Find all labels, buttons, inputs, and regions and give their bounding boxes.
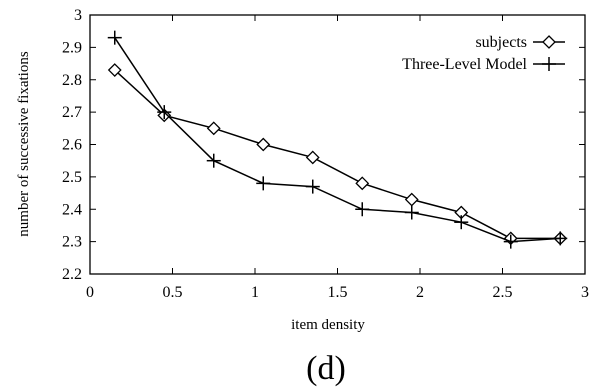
- legend-marker-subjects: [542, 35, 556, 49]
- y-tick-label: 2.4: [62, 201, 82, 218]
- x-tick-label: 0: [86, 284, 94, 301]
- data-point-three-level-model: [107, 30, 122, 45]
- x-tick-label: 1: [251, 284, 259, 301]
- data-point-three-level-model: [404, 205, 419, 220]
- data-point-subjects: [305, 150, 320, 165]
- data-point-subjects: [107, 63, 122, 77]
- series-line-subjects: [114, 69, 561, 240]
- y-tick-label: 2.8: [62, 72, 82, 89]
- legend-label-three-level-model: Three-Level Model: [402, 56, 527, 73]
- x-tick-label: 2: [416, 284, 424, 301]
- x-tick-label: 2.5: [493, 284, 513, 301]
- x-tick-label: 0.5: [163, 284, 183, 301]
- data-point-three-level-model: [305, 179, 320, 194]
- data-point-three-level-model: [206, 153, 221, 168]
- data-point-three-level-model: [355, 202, 370, 217]
- y-tick-label: 3: [74, 7, 82, 24]
- figure-caption: (d): [306, 350, 346, 387]
- legend-marker-three-level-model: [542, 57, 556, 71]
- data-point-three-level-model: [157, 105, 172, 120]
- data-point-three-level-model: [454, 215, 469, 230]
- y-tick-label: 2.3: [62, 234, 82, 251]
- data-point-three-level-model: [256, 176, 271, 191]
- series-line-three-level-model: [114, 37, 561, 243]
- x-tick-label: 1.5: [328, 284, 348, 301]
- y-tick-label: 2.9: [62, 39, 82, 56]
- data-point-three-level-model: [553, 231, 568, 246]
- y-tick-label: 2.7: [62, 104, 82, 121]
- y-tick-label: 2.2: [62, 266, 82, 283]
- x-axis-label: item density: [291, 317, 365, 333]
- data-point-subjects: [256, 137, 271, 152]
- data-point-subjects: [404, 192, 419, 207]
- data-point-three-level-model: [503, 234, 518, 249]
- legend-label-subjects: subjects: [475, 34, 527, 51]
- y-tick-label: 2.5: [62, 169, 82, 186]
- data-point-subjects: [206, 121, 221, 136]
- data-point-subjects: [355, 176, 370, 191]
- x-tick-label: 3: [581, 284, 589, 301]
- y-tick-label: 2.6: [62, 137, 82, 154]
- y-axis-label: number of successive fixations: [16, 51, 32, 237]
